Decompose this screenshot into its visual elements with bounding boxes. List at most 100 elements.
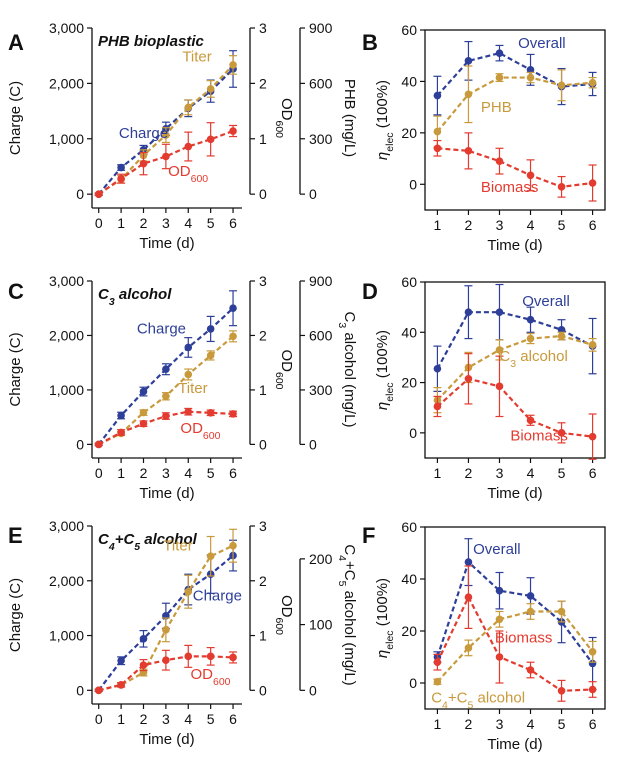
data-point — [495, 382, 504, 391]
plot-frame — [424, 29, 606, 211]
od-axis-label-main: OD — [278, 595, 295, 618]
x-tick-label: 2 — [465, 716, 473, 732]
subscript: 4 — [442, 699, 448, 711]
titer-axis-label: C3 alcohol (mg/L) — [336, 312, 358, 428]
panel-title: C3 alcohol — [98, 286, 172, 308]
data-point — [206, 652, 215, 661]
x-axis-label: Time (d) — [487, 485, 542, 502]
data-point — [206, 135, 215, 144]
data-point — [557, 687, 566, 695]
od-axis-label: OD600 — [273, 98, 295, 138]
y-tick-label: 40 — [401, 324, 417, 340]
y-tick-label: 3,000 — [49, 273, 84, 289]
series-label: Overall — [522, 293, 570, 310]
x-axis-label: Time (d) — [139, 235, 194, 252]
y-axis-label: Charge (C) — [7, 81, 24, 155]
subscript: 3 — [510, 358, 516, 370]
od-axis-label-main: OD — [278, 98, 295, 121]
data-point — [588, 659, 597, 668]
panel-letter: E — [8, 523, 23, 548]
data-point — [464, 57, 473, 65]
x-tick-label: 3 — [162, 465, 170, 481]
subscript: 600 — [213, 676, 231, 688]
data-point — [464, 375, 473, 383]
titer-axis-label-text: C — [341, 312, 358, 323]
data-point — [162, 412, 170, 420]
label-text: Overall — [522, 293, 570, 310]
x-tick-label: 6 — [229, 711, 237, 727]
data-point — [464, 90, 473, 99]
titer-axis-label-text: +C — [341, 561, 358, 581]
label-text: Biomass — [495, 630, 553, 647]
data-point — [464, 644, 473, 652]
data-point — [162, 392, 170, 401]
data-point — [526, 334, 535, 343]
label-text: Overall — [473, 541, 521, 558]
series-line — [436, 76, 593, 133]
data-point — [588, 685, 597, 694]
series-label: Biomass — [481, 179, 539, 196]
x-tick-label: 3 — [162, 711, 170, 727]
data-point — [206, 351, 215, 360]
series-biomass — [433, 132, 597, 202]
data-point — [557, 81, 566, 90]
series-line — [436, 334, 593, 401]
x-axis-label: Time (d) — [139, 485, 194, 502]
panel-title-text: alcohol — [140, 531, 198, 548]
label-text: PHB — [481, 99, 512, 116]
data-point — [526, 315, 535, 324]
label-text: Charge — [119, 125, 168, 142]
data-point — [557, 183, 566, 191]
data-point — [495, 586, 504, 595]
x-tick-label: 2 — [465, 465, 473, 481]
titer-tick-label: 300 — [309, 131, 333, 147]
y-tick-label: 40 — [401, 571, 417, 587]
series-overall — [433, 538, 597, 691]
data-point — [464, 147, 473, 155]
data-point — [117, 428, 125, 437]
label-text: Titer — [182, 49, 211, 66]
label-text: C — [499, 348, 510, 365]
panel-d: 0 20 40 60 1 2 3 4 5 6 Time (d) ηelec (100%) Overall… — [374, 274, 606, 502]
data-point — [139, 661, 148, 669]
od-tick-label: 2 — [259, 75, 267, 91]
series-label: Titer — [182, 49, 211, 66]
series-label: Charge — [193, 588, 242, 605]
data-point — [117, 174, 125, 183]
x-tick-label: 0 — [95, 215, 103, 231]
series-line — [436, 51, 593, 97]
label-text: C — [431, 689, 442, 706]
x-tick-label: 2 — [465, 217, 473, 233]
series-od600 — [94, 644, 238, 695]
od-tick-label: 1 — [259, 382, 267, 398]
y-axis-label-eta: η — [374, 402, 391, 410]
subscript: 5 — [336, 581, 348, 587]
data-point — [433, 364, 442, 373]
subscript: 4 — [108, 541, 115, 553]
data-point — [162, 365, 170, 374]
label-text: alcohol — [516, 348, 568, 365]
series-od600 — [94, 122, 238, 198]
data-point — [433, 402, 442, 411]
data-point — [526, 171, 535, 180]
y-tick-label: 3,000 — [49, 518, 84, 534]
panel-title-text: C — [98, 286, 110, 303]
label-text: Overall — [518, 35, 566, 52]
panel-letter: A — [8, 30, 24, 55]
y-axis-label: Charge (C) — [7, 332, 24, 406]
data-point — [495, 346, 504, 354]
data-point — [184, 370, 193, 379]
od-axis-label: OD600 — [273, 349, 295, 389]
series-line — [436, 377, 593, 438]
od-tick-label: 3 — [259, 518, 267, 534]
panel-letter: D — [362, 279, 378, 304]
panel-title-text: +C — [115, 531, 136, 548]
series-phb — [433, 65, 597, 148]
label-text: Biomass — [481, 179, 539, 196]
titer-tick-label: 0 — [309, 186, 317, 202]
titer-tick-label: 900 — [309, 20, 333, 36]
data-point — [117, 681, 125, 689]
y-axis-label: Charge (C) — [7, 578, 24, 652]
